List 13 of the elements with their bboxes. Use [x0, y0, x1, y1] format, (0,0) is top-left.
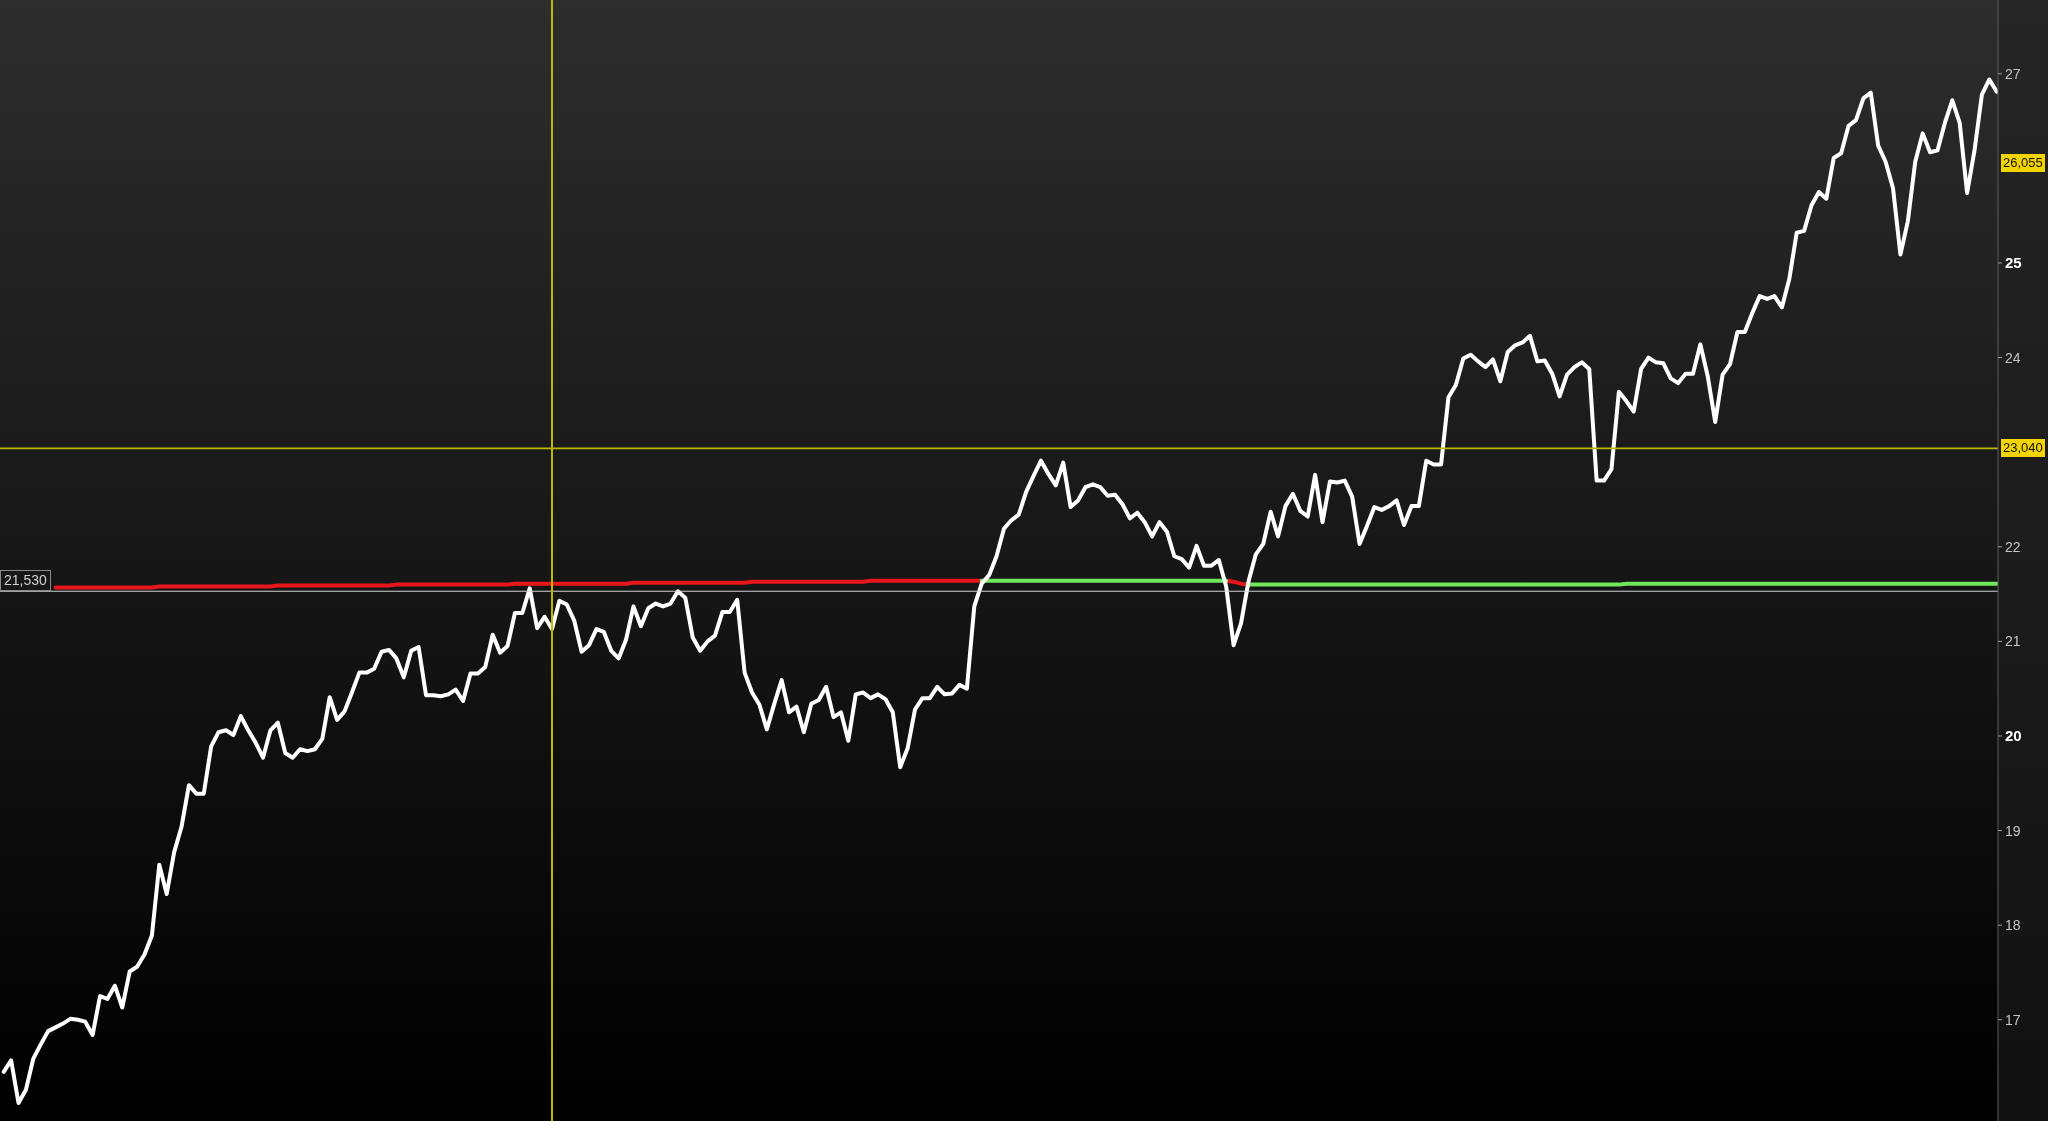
y-tick-label: 22: [2005, 538, 2021, 555]
annotation: 23,040: [2001, 439, 2045, 458]
y-tick-label: 20: [2005, 727, 2022, 745]
y-tick-label: 18: [2005, 917, 2021, 934]
line-series: [1, 77, 1998, 1106]
y-tick-label: 27: [2005, 65, 2021, 82]
ref-line-label: 21,530: [0, 570, 51, 592]
y-tick-label: 24: [2005, 349, 2021, 366]
y-tick-label: 17: [2005, 1011, 2021, 1028]
y-tick-label: 19: [2005, 822, 2021, 839]
y-tick-label: 25: [2005, 254, 2022, 272]
y-tick-label: 21: [2005, 633, 2021, 650]
annotation: 26,055: [2001, 154, 2045, 173]
